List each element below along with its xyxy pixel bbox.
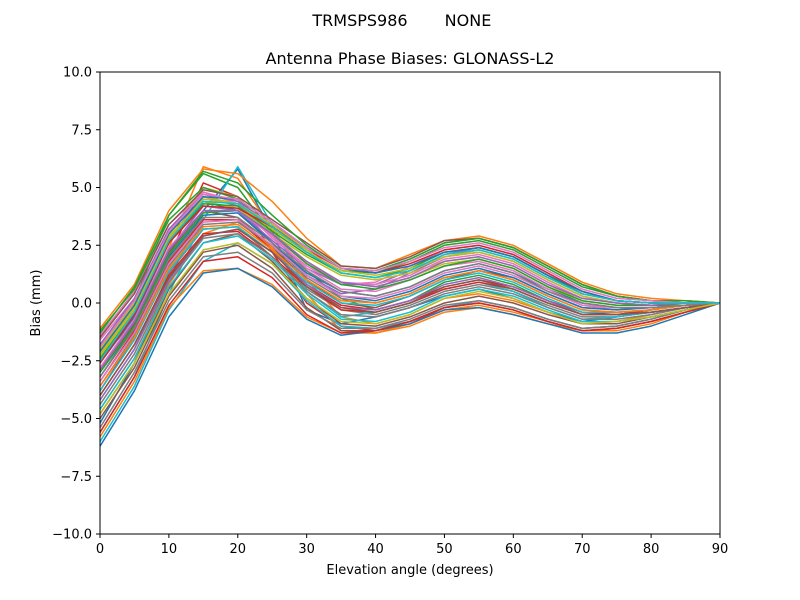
y-tick-label: −2.5 [60, 354, 92, 369]
series-line-45 [99, 209, 720, 371]
series-line-28 [99, 232, 721, 406]
series-line-43 [99, 170, 721, 334]
x-tick-label: 10 [161, 542, 178, 557]
series-line-33 [99, 209, 721, 373]
series-line-47 [99, 193, 720, 348]
y-tick-label: 5.0 [71, 181, 92, 196]
x-axis-label: Elevation angle (degrees) [326, 563, 493, 578]
series-line-46 [99, 228, 721, 396]
series-line-42 [99, 223, 721, 387]
x-tick-label: 70 [574, 542, 591, 557]
x-tick-label: 0 [96, 542, 104, 557]
series-line-21 [99, 212, 721, 378]
y-tick-label: −5.0 [60, 412, 92, 427]
y-tick-label: 2.5 [71, 239, 92, 254]
series-line-50 [99, 200, 720, 362]
x-tick-label: 40 [367, 542, 384, 557]
y-tick-label: −7.5 [60, 470, 92, 485]
suptitle-right: NONE [445, 11, 492, 30]
y-axis: −10.0 −7.5 −5.0 −2.5 0.0 2.5 5.0 7.5 10.0 [52, 66, 100, 543]
x-tick-label: 50 [436, 542, 453, 557]
series-line-38 [99, 251, 721, 429]
series-line-49 [99, 242, 721, 415]
series-layer [99, 165, 721, 447]
y-tick-label: 0.0 [71, 297, 92, 312]
x-tick-label: 80 [643, 542, 660, 557]
series-line-32 [99, 168, 721, 329]
y-tick-label: 10.0 [63, 66, 92, 81]
series-line-31 [99, 267, 721, 447]
series-line-48 [99, 216, 721, 378]
x-tick-label: 60 [505, 542, 522, 557]
x-tick-label: 20 [230, 542, 247, 557]
chart-title: Antenna Phase Biases: GLONASS-L2 [266, 49, 555, 68]
y-axis-label: Bias (mm) [29, 270, 44, 337]
x-axis: 0 10 20 30 40 50 60 70 80 90 [96, 534, 728, 557]
series-line-44 [99, 256, 721, 433]
suptitle-left: TRMSPS986 [311, 11, 407, 30]
x-tick-label: 30 [298, 542, 315, 557]
y-tick-label: −10.0 [52, 528, 92, 543]
y-tick-label: 7.5 [71, 123, 92, 138]
x-tick-label: 90 [712, 542, 729, 557]
